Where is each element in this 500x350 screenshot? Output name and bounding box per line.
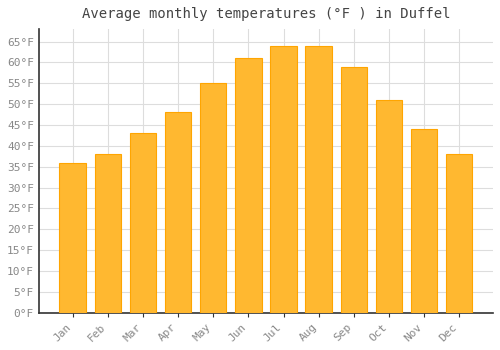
Bar (165, 112, 191, 313)
Bar (340, 66, 367, 313)
Title: Average monthly temperatures (°F ) in Duffel: Average monthly temperatures (°F ) in Du… (82, 7, 450, 21)
Bar (200, 83, 226, 313)
Bar (270, 46, 296, 313)
Bar (306, 46, 332, 313)
Bar (411, 129, 438, 313)
Bar (60, 162, 86, 313)
Bar (235, 58, 262, 313)
Bar (376, 100, 402, 313)
Bar (446, 154, 472, 313)
Bar (130, 133, 156, 313)
Bar (94, 154, 121, 313)
